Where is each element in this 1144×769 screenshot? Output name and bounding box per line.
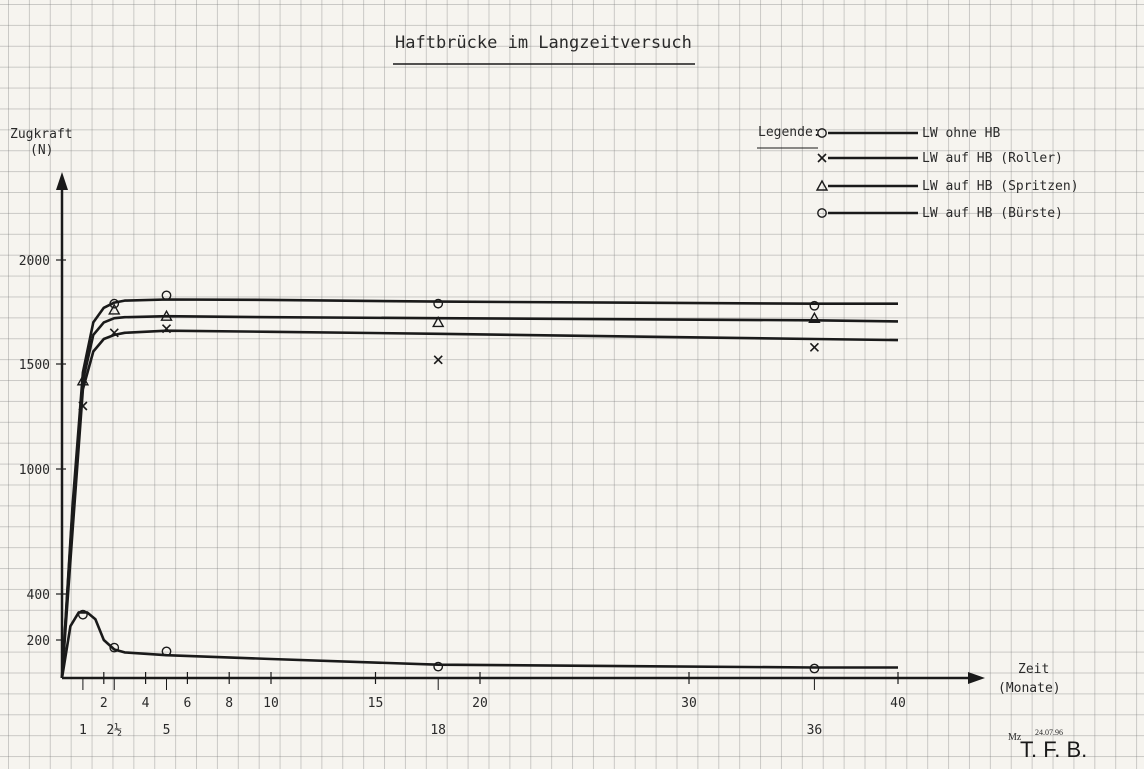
x-axis-unit: (Monate) — [998, 681, 1061, 696]
x-measure-label: 1 — [79, 723, 87, 738]
series-line — [60, 329, 899, 679]
x-measure-label: 5 — [163, 723, 171, 738]
legend-title: Legende: — [758, 125, 821, 140]
series-line — [60, 611, 898, 679]
axes — [56, 172, 985, 684]
x-measure-label: 36 — [807, 723, 823, 738]
signature-date: 24.07.96 — [1035, 728, 1063, 737]
x-measure-label: 18 — [430, 723, 446, 738]
y-axis-unit: (N) — [30, 143, 53, 158]
x-tick-label: 4 — [142, 696, 150, 711]
legend-item: LW auf HB (Roller) — [817, 151, 1063, 166]
legend-item: LW ohne HB — [817, 126, 1000, 141]
data-point — [161, 290, 172, 301]
data-point — [433, 355, 443, 365]
legend-marker — [817, 208, 827, 218]
x-axis-arrow — [968, 672, 985, 684]
x-tick-label: 40 — [890, 696, 906, 711]
data-point — [109, 642, 120, 653]
x-tick-label: 2 — [100, 696, 108, 711]
data-point — [108, 303, 121, 315]
data-point — [78, 401, 88, 411]
data-point — [160, 309, 173, 321]
y-tick-label: 2000 — [19, 254, 50, 269]
legend: LW ohne HB LW auf HB (Roller) LW auf HB (S… — [815, 126, 1079, 221]
legend-label: LW auf HB (Bürste) — [922, 206, 1063, 221]
legend-label: LW auf HB (Spritzen) — [922, 179, 1079, 194]
data-point — [433, 298, 444, 309]
y-tick-label: 1000 — [19, 463, 50, 478]
data-point — [809, 300, 820, 311]
series-line — [60, 314, 899, 679]
y-axis-arrow — [56, 172, 68, 190]
x-tick-label: 30 — [681, 696, 697, 711]
data-point — [432, 315, 445, 328]
data-point — [161, 324, 172, 334]
series-markers — [76, 290, 821, 674]
x-axis-label: Zeit — [1018, 662, 1049, 677]
signature: Mz 24.07.96 T. F. B. — [1008, 728, 1087, 762]
signature-org: T. F. B. — [1020, 737, 1087, 762]
axis-ticks: 200 400 1000 1500 2000 2 4 6 8 10 15 20 30 40 1 2½ 5 18 36 — [19, 254, 906, 738]
signature-initials: Mz — [1008, 732, 1022, 743]
data-point — [109, 298, 120, 309]
data-point — [76, 374, 90, 386]
legend-marker — [817, 153, 827, 163]
data-point — [809, 342, 819, 352]
legend-label: LW ohne HB — [922, 126, 1000, 141]
x-tick-label: 10 — [263, 696, 279, 711]
legend-label: LW auf HB (Roller) — [922, 151, 1063, 166]
series-curves — [60, 298, 899, 679]
y-tick-label: 1500 — [19, 358, 50, 373]
legend-item: LW auf HB (Spritzen) — [815, 179, 1079, 194]
legend-marker — [815, 179, 829, 191]
legend-item: LW auf HB (Bürste) — [817, 206, 1063, 221]
y-axis-label: Zugkraft — [10, 127, 73, 142]
chart-title: Haftbrücke im Langzeitversuch — [395, 33, 692, 53]
data-point — [109, 328, 119, 338]
legend-marker — [817, 128, 827, 138]
data-point — [433, 661, 444, 672]
x-tick-label: 8 — [225, 696, 233, 711]
x-tick-label: 6 — [183, 696, 191, 711]
data-point — [809, 663, 820, 674]
series-line — [60, 298, 898, 679]
data-point — [808, 311, 821, 323]
y-tick-label: 400 — [27, 588, 50, 603]
x-tick-label: 15 — [368, 696, 384, 711]
data-point — [78, 609, 88, 620]
x-measure-label: 2½ — [106, 723, 122, 738]
x-tick-label: 20 — [472, 696, 488, 711]
data-point — [161, 646, 172, 657]
y-tick-label: 200 — [27, 634, 50, 649]
